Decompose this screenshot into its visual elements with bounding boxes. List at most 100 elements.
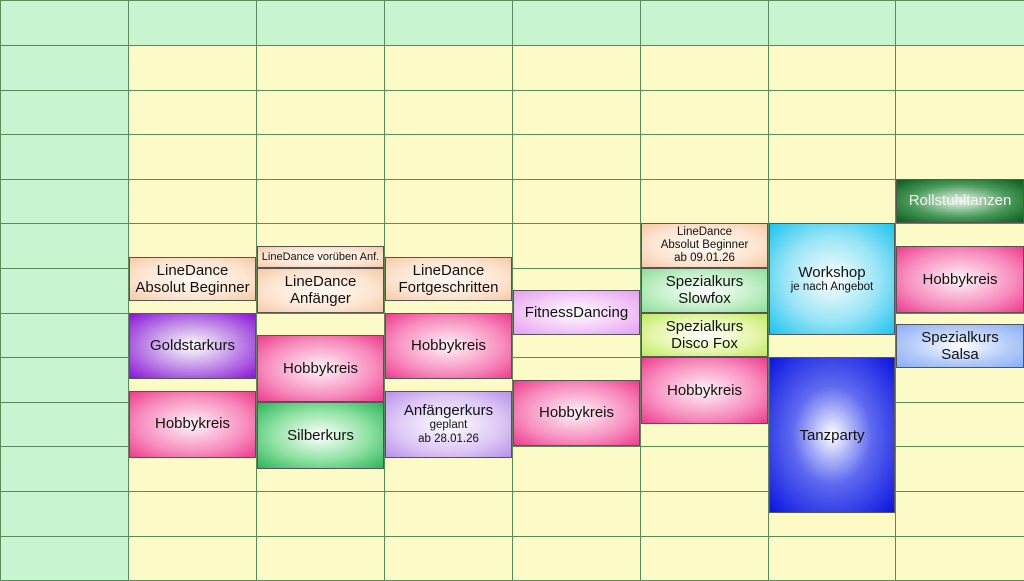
event-block[interactable]: FitnessDancing: [513, 290, 640, 335]
event-label: LineDance: [284, 273, 357, 291]
event-label: Hobbykreis: [282, 359, 359, 377]
time-label: [0, 268, 129, 314]
event-label: LineDance: [412, 261, 485, 279]
day-header-mittwoch: [384, 0, 513, 46]
time-label: [0, 401, 129, 448]
event-block[interactable]: Tanzparty: [769, 357, 895, 514]
time-slot-cell: [256, 45, 385, 91]
time-slot-cell: [895, 491, 1024, 537]
event-label: Rollstuhltanzen: [908, 192, 1012, 210]
event-label: Tanzparty: [799, 426, 865, 444]
event-block[interactable]: Hobbykreis: [129, 390, 256, 458]
time-slot-cell: [512, 178, 641, 225]
event-label: Spezialkurs: [665, 273, 744, 291]
day-header-montag: [128, 0, 257, 46]
time-slot-cell: [895, 89, 1024, 136]
time-label: [0, 312, 129, 359]
time-slot-cell: [512, 45, 641, 91]
event-label: Hobbykreis: [666, 382, 743, 399]
event-block[interactable]: Silberkurs: [257, 401, 384, 469]
time-slot-cell: [256, 134, 385, 180]
event-label: Slowfox: [678, 290, 731, 308]
time-slot-cell: [256, 89, 385, 136]
time-slot-cell: [256, 491, 385, 537]
time-slot-cell: [640, 178, 769, 225]
event-block[interactable]: Spezialkurs Slowfox: [641, 268, 768, 313]
event-label: LineDance: [156, 261, 229, 279]
time-slot-cell: [128, 535, 257, 581]
event-label: Hobbykreis: [410, 337, 487, 355]
time-slot-cell: [128, 89, 257, 136]
time-slot-cell: [895, 401, 1024, 448]
event-block[interactable]: LineDance vorüben Anf.: [257, 245, 384, 268]
event-label: geplant: [429, 419, 468, 432]
event-label: je nach Angebot: [790, 281, 874, 294]
event-label: Salsa: [941, 346, 979, 364]
event-label: Spezialkurs: [665, 317, 744, 335]
time-slot-cell: [384, 535, 513, 581]
time-slot-cell: [640, 446, 769, 492]
event-block[interactable]: Workshop je nach Angebot: [769, 223, 895, 335]
time-slot-cell: [768, 45, 896, 91]
time-slot-cell: [256, 535, 385, 581]
event-block[interactable]: LineDance Absolut Beginner ab 09.01.26: [641, 223, 768, 268]
time-slot-cell: [895, 446, 1024, 492]
event-label: Disco Fox: [671, 334, 738, 352]
event-label: Fortgeschritten: [398, 279, 499, 297]
time-slot-cell: [512, 134, 641, 180]
event-label: Workshop: [798, 263, 866, 281]
event-block[interactable]: Hobbykreis: [257, 334, 384, 402]
time-label: [0, 89, 129, 136]
time-slot-cell: [512, 446, 641, 492]
event-label: LineDance: [677, 225, 732, 238]
event-block[interactable]: Spezialkurs Disco Fox: [641, 312, 768, 358]
day-header-donnerstag: [512, 0, 641, 46]
time-slot-cell: [128, 491, 257, 537]
time-slot-cell: [128, 178, 257, 225]
event-label: Goldstarkurs: [149, 337, 236, 355]
time-label: [0, 45, 129, 91]
day-header-freitag: [640, 0, 769, 46]
corner-cell: [0, 0, 129, 46]
event-label: FitnessDancing: [524, 303, 629, 321]
time-label: [0, 223, 129, 269]
time-slot-cell: [895, 45, 1024, 91]
time-slot-cell: [512, 535, 641, 581]
event-label: Hobbykreis: [538, 404, 615, 422]
time-slot-cell: [640, 45, 769, 91]
event-block[interactable]: Hobbykreis: [641, 357, 768, 425]
event-label: Absolut Beginner: [660, 239, 749, 252]
time-slot-cell: [640, 491, 769, 537]
event-label: Spezialkurs: [921, 328, 999, 346]
time-slot-cell: [895, 134, 1024, 180]
time-slot-cell: [384, 45, 513, 91]
event-block[interactable]: Spezialkurs Salsa: [896, 323, 1024, 369]
time-slot-cell: [512, 491, 641, 537]
event-block[interactable]: Rollstuhltanzen: [896, 178, 1024, 224]
time-label: [0, 535, 129, 581]
time-label: [0, 134, 129, 180]
event-label: Silberkurs: [287, 426, 354, 444]
event-block[interactable]: Hobbykreis: [385, 312, 512, 380]
event-label: LineDance vorüben Anf.: [261, 250, 380, 263]
event-block[interactable]: LineDance Absolut Beginner: [129, 256, 256, 302]
event-block[interactable]: LineDance Anfänger: [257, 268, 384, 313]
event-block[interactable]: Anfängerkurs geplant ab 28.01.26: [385, 390, 512, 458]
event-block[interactable]: Hobbykreis: [513, 379, 640, 447]
event-label: ab 09.01.26: [674, 252, 735, 265]
time-label: [0, 357, 129, 403]
time-slot-cell: [640, 134, 769, 180]
time-slot-cell: [384, 89, 513, 136]
time-slot-cell: [384, 178, 513, 225]
day-header-samstag: [768, 0, 896, 46]
event-block[interactable]: Goldstarkurs: [129, 312, 256, 380]
event-label: Hobbykreis: [922, 270, 998, 288]
time-slot-cell: [768, 89, 896, 136]
event-label: ab 28.01.26: [418, 432, 479, 445]
time-slot-cell: [256, 178, 385, 225]
event-block[interactable]: Hobbykreis: [896, 245, 1024, 313]
time-slot-cell: [768, 178, 896, 225]
time-label: [0, 491, 129, 537]
event-block[interactable]: LineDance Fortgeschritten: [385, 256, 512, 302]
